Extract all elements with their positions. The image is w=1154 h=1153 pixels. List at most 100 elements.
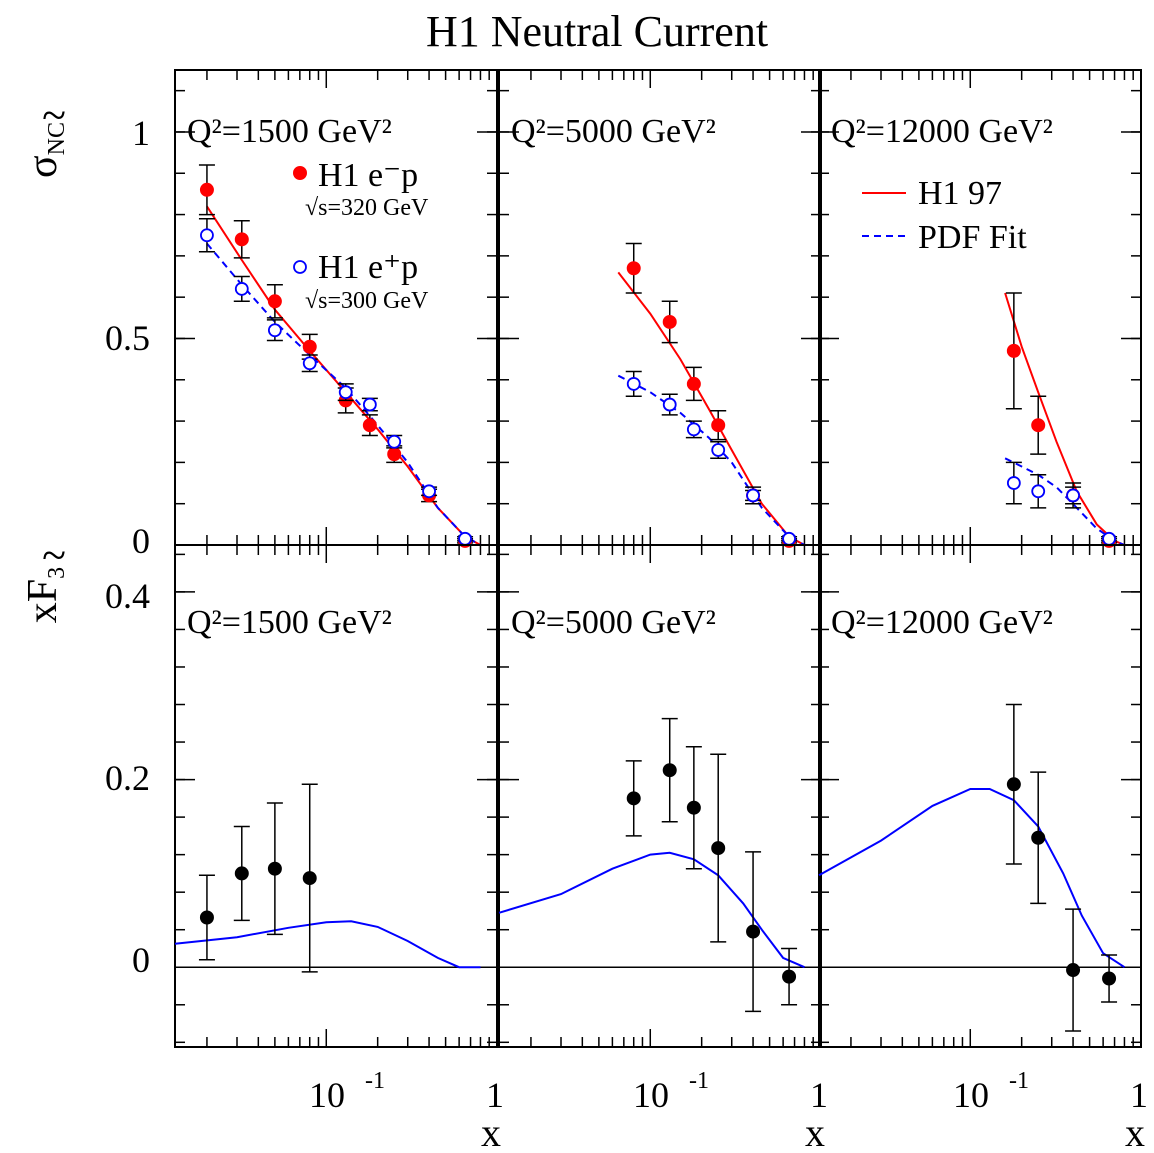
x-tick-label-10: 10 — [309, 1075, 345, 1115]
panel-xf3-2: Q²=5000 GeV² — [498, 544, 822, 1048]
point-eplus — [234, 282, 249, 296]
curve-pdf-fit — [498, 851, 805, 969]
point-eplus — [267, 323, 282, 338]
point-eplus — [422, 484, 436, 499]
panel-sigma-1: Q²=1500 GeV² — [174, 69, 498, 548]
point-xf3 — [626, 791, 641, 806]
legend-h197-label: H1 97 — [918, 175, 1002, 212]
curve-h1-97 — [617, 271, 805, 546]
point-eplus — [711, 443, 726, 457]
bottom-y-label: xF3 — [20, 567, 70, 623]
x-tick-label-1: 1 — [810, 1075, 828, 1115]
curve-pdf-fit — [174, 920, 481, 969]
panels: Q²=1500 GeV² Q²=5000 GeV² Q²=12000 GeV² Q²=… — [174, 69, 1142, 1048]
point-eplus — [1006, 476, 1021, 490]
bottom-y-tick-label: 0 — [132, 940, 150, 980]
curve-h1-97 — [1004, 292, 1125, 546]
point-eplus — [338, 385, 353, 400]
x-tick-label-1: 1 — [486, 1075, 504, 1115]
x-tick-label-1: 1 — [1130, 1075, 1148, 1115]
point-xf3 — [686, 800, 701, 815]
point-eplus — [458, 531, 472, 546]
point-xf3 — [1031, 830, 1046, 845]
point-eminus — [234, 232, 249, 247]
chart-title: H1 Neutral Current — [426, 7, 768, 56]
curve-h1-97 — [206, 205, 481, 546]
curve-pdf-fit — [1004, 457, 1125, 546]
x-tick-label-exp: -1 — [365, 1068, 385, 1094]
point-xf3 — [711, 841, 726, 856]
panel-xf3-3: Q²=12000 GeV² — [818, 544, 1142, 1048]
panel-frame — [174, 544, 498, 1048]
q2-label: Q²=1500 GeV² — [187, 113, 392, 150]
panel-frame — [818, 544, 1142, 1048]
bottom-y-tick-label: 0.2 — [105, 758, 150, 798]
x-tick-label-exp: -1 — [1009, 1068, 1029, 1094]
q2-label: Q²=12000 GeV² — [831, 113, 1053, 150]
point-eminus — [662, 314, 677, 329]
point-xf3 — [1006, 777, 1021, 792]
point-eminus — [711, 418, 726, 433]
point-eplus — [1031, 484, 1046, 499]
point-eminus — [1006, 343, 1021, 358]
point-eplus — [626, 377, 641, 391]
point-xf3 — [234, 866, 249, 881]
panel-sigma-3: Q²=12000 GeV² — [818, 69, 1142, 548]
legend-eplus-label: H1 e⁺p — [318, 249, 418, 286]
point-eplus — [746, 488, 760, 503]
top-y-label: σNC — [20, 122, 70, 178]
point-eminus — [626, 261, 641, 276]
point-eminus — [302, 339, 317, 354]
q2-label: Q²=12000 GeV² — [831, 604, 1053, 641]
point-xf3 — [662, 763, 677, 778]
legend-eplus-sub: √s=300 GeV — [305, 288, 429, 314]
q2-label: Q²=5000 GeV² — [511, 113, 716, 150]
point-eplus — [686, 422, 701, 437]
top-y-tick-label: 0 — [132, 521, 150, 561]
top-y-tilde: ~ — [42, 91, 66, 140]
panel-frame — [498, 544, 822, 1048]
point-eminus — [267, 294, 282, 309]
x-tick-label-exp: -1 — [689, 1068, 709, 1094]
point-eminus — [387, 447, 402, 462]
point-eplus — [387, 434, 402, 449]
x-axis-label: x — [805, 1110, 825, 1153]
legend-pdf-label: PDF Fit — [918, 219, 1027, 256]
point-xf3 — [1066, 963, 1081, 978]
legend-eminus-marker — [293, 166, 307, 180]
point-eplus — [200, 228, 214, 243]
q2-label: Q²=1500 GeV² — [187, 604, 392, 641]
curve-pdf-fit — [617, 374, 805, 546]
point-eplus — [362, 397, 377, 412]
point-eplus — [1102, 531, 1116, 546]
panel-xf3-1: Q²=1500 GeV² — [174, 544, 498, 1048]
bottom-y-tilde: ~ — [42, 531, 66, 580]
top-y-tick-label: 0.5 — [105, 318, 150, 358]
top-y-tick-label: 1 — [132, 113, 150, 153]
point-eplus — [302, 356, 317, 371]
curve-pdf-fit — [206, 242, 481, 546]
point-xf3 — [1102, 971, 1117, 986]
point-eplus — [662, 397, 677, 412]
point-eminus — [362, 418, 377, 433]
x-tick-label-10: 10 — [633, 1075, 669, 1115]
point-xf3 — [746, 924, 761, 939]
point-xf3 — [267, 861, 282, 876]
point-eplus — [1066, 488, 1080, 503]
q2-label: Q²=5000 GeV² — [511, 604, 716, 641]
legend-eplus-marker — [293, 260, 307, 274]
legend-eminus-label: H1 e⁻p — [318, 157, 418, 194]
point-eminus — [1031, 418, 1046, 433]
legend-eminus-sub: √s=320 GeV — [305, 195, 429, 221]
point-xf3 — [782, 969, 797, 984]
x-axis-label: x — [1125, 1110, 1145, 1153]
panel-sigma-2: Q²=5000 GeV² — [498, 69, 822, 548]
curve-pdf-fit — [818, 788, 1126, 969]
x-axis-label: x — [481, 1110, 501, 1153]
x-tick-label-10: 10 — [953, 1075, 989, 1115]
point-eminus — [686, 376, 701, 391]
point-eminus — [199, 182, 214, 197]
point-xf3 — [199, 910, 214, 925]
point-xf3 — [302, 871, 317, 886]
